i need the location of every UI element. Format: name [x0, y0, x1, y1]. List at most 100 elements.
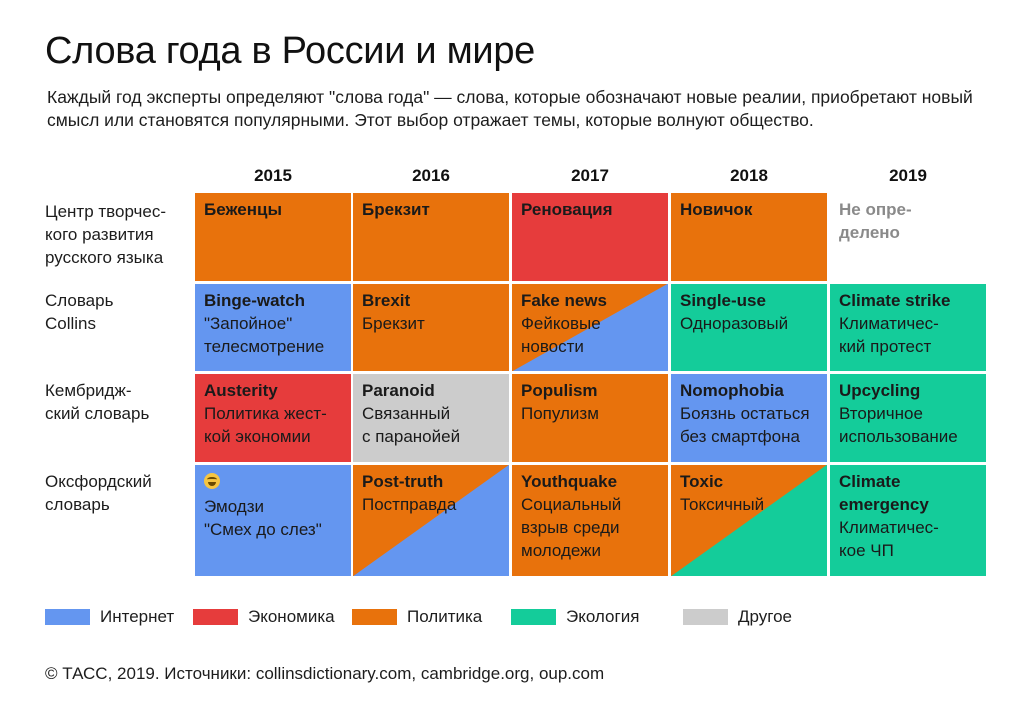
word-cell: Populism Популизм: [511, 373, 669, 463]
word-english: Не опре- делено: [839, 200, 912, 242]
year-header: 2018: [730, 166, 768, 185]
word-english: Nomophobia: [680, 381, 784, 400]
word-cell: Brexit Брекзит: [352, 283, 510, 372]
year-header: 2017: [571, 166, 609, 185]
cell-background: [511, 373, 669, 463]
word-english: Брекзит: [362, 200, 430, 219]
word-translation: Брекзит: [362, 314, 425, 333]
category-fill-politics: [194, 192, 352, 282]
word-translation: Популизм: [521, 404, 599, 423]
cell-background: [670, 192, 828, 282]
row-label: Центр творчес- кого развития русского яз…: [45, 202, 167, 267]
cell-background: [194, 373, 352, 463]
word-english: Climate strike: [839, 291, 951, 310]
word-translation: Политика жест- кой экономии: [204, 404, 327, 446]
category-fill-politics: [670, 192, 828, 282]
word-english: Populism: [521, 381, 598, 400]
cell-background: [352, 192, 510, 282]
category-fill-politics: [352, 192, 510, 282]
row-label: Оксфордский словарь: [45, 472, 152, 514]
legend-swatch: [511, 609, 556, 625]
word-translation: "Запойное" телесмотрение: [204, 314, 325, 356]
word-english: Беженцы: [204, 200, 282, 219]
cell-background: [829, 283, 987, 372]
word-cell: Youthquake Социальный взрыв среди молодеж…: [511, 464, 669, 577]
cell-background: [352, 283, 510, 372]
year-header: 2015: [254, 166, 292, 185]
category-fill-internet: [352, 464, 510, 577]
cell-background: [670, 283, 828, 372]
legend-label: Экология: [566, 607, 640, 626]
legend-label: Интернет: [100, 607, 175, 626]
word-english: Single-use: [680, 291, 766, 310]
word-translation: Постправда: [362, 495, 457, 514]
row-label: Кембридж- ский словарь: [45, 381, 150, 423]
word-cell: Реновация: [511, 192, 669, 282]
word-english: Brexit: [362, 291, 411, 310]
cell-background: [511, 464, 669, 577]
word-translation: Одноразовый: [680, 314, 789, 333]
cell-background: [829, 464, 987, 577]
word-english: Toxic: [680, 472, 724, 491]
category-fill-politics: [511, 464, 669, 577]
category-fill-ecology: [670, 283, 828, 372]
word-english: Post-truth: [362, 472, 444, 491]
category-fill-ecology: [829, 464, 987, 577]
cell-background: [511, 192, 669, 282]
word-cell: Не опре- делено: [829, 192, 987, 282]
category-fill-ecology: [829, 373, 987, 463]
legend-swatch: [352, 609, 397, 625]
year-header: 2016: [412, 166, 450, 185]
category-fill-other: [352, 373, 510, 463]
legend-label: Экономика: [248, 607, 335, 626]
word-cell: Fake news Фейковые новости: [511, 283, 669, 372]
category-fill-economy: [511, 192, 669, 282]
category-fill-politics: [511, 373, 669, 463]
category-fill-ecology: [829, 283, 987, 372]
legend-swatch: [45, 609, 90, 625]
word-cell: Austerity Политика жест- кой экономии: [194, 373, 352, 463]
word-english: Новичок: [680, 200, 753, 219]
cell-background: [194, 283, 352, 372]
word-translation: Боязнь остаться без смартфона: [680, 404, 810, 446]
legend-swatch: [683, 609, 728, 625]
word-cell: Climate strike Климатичес- кий протест: [829, 283, 987, 372]
cell-background: [194, 464, 352, 577]
legend-label: Другое: [738, 607, 793, 626]
word-translation: Климатичес- кий протест: [839, 314, 939, 356]
cell-background: [829, 373, 987, 463]
cell-background: [511, 283, 669, 372]
cell-background: [194, 192, 352, 282]
word-cell: Брекзит: [352, 192, 510, 282]
chart-title: Слова года в России и мире: [45, 30, 535, 72]
word-cell: Эмодзи "Смех до слез": [194, 464, 352, 577]
word-english: Youthquake: [521, 472, 618, 491]
word-translation: Эмодзи "Смех до слез": [204, 497, 322, 539]
category-fill-economy: [194, 373, 352, 463]
word-cell: Post-truth Постправда: [352, 464, 510, 577]
category-fill-ecology: [670, 464, 828, 577]
word-cell: Binge-watch "Запойное" телесмотрение: [194, 283, 352, 372]
word-translation: Фейковые новости: [521, 314, 601, 356]
word-translation: Связанный с паранойей: [362, 404, 461, 446]
word-cell: Paranoid Связанный с паранойей: [352, 373, 510, 463]
word-translation: Климатичес- кое ЧП: [839, 518, 939, 560]
word-english: Climate emergency: [839, 472, 929, 514]
category-fill-politics: [352, 283, 510, 372]
word-english: Paranoid: [362, 381, 435, 400]
cell-background: [670, 464, 828, 577]
cell-background: [352, 464, 510, 577]
category-fill-internet: [511, 283, 669, 372]
word-english: Реновация: [521, 200, 613, 219]
legend-swatch: [193, 609, 238, 625]
source-note: © ТАСС, 2019. Источники: collinsdictiona…: [45, 664, 605, 683]
word-cell: Upcycling Вторичное использование: [829, 373, 987, 463]
category-fill-internet: [670, 373, 828, 463]
year-header: 2019: [889, 166, 927, 185]
word-cell: Беженцы: [194, 192, 352, 282]
word-english: Binge-watch: [204, 291, 306, 310]
cell-background: [829, 192, 987, 282]
word-cell: Nomophobia Боязнь остаться без смартфона: [670, 373, 828, 463]
word-cell: Toxic Токсичный: [670, 464, 828, 577]
word-english: Fake news: [521, 291, 607, 310]
